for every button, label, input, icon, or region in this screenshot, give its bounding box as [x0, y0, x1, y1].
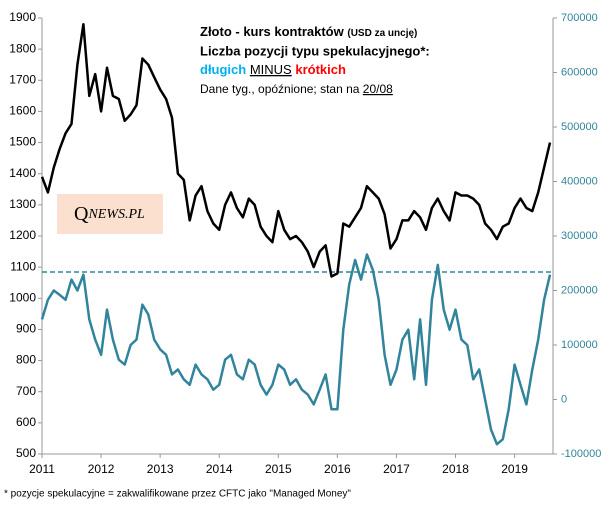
title: Złoto - kurs kontraktów (USD za uncję): [200, 24, 417, 39]
y2-tick-label: 400000: [561, 175, 598, 187]
y-tick-label: 1200: [9, 228, 36, 242]
y2-tick-label: 600000: [561, 66, 598, 78]
y-tick-label: 700: [16, 384, 36, 398]
y-tick-label: 1500: [9, 135, 36, 149]
series-line: [40, 253, 552, 446]
y-tick-label: 600: [16, 415, 36, 429]
y-tick-label: 900: [16, 322, 36, 336]
y-tick-label: 500: [16, 446, 36, 460]
y2-tick-label: 200000: [561, 284, 598, 296]
y2-tick-label: 500000: [561, 121, 598, 133]
logo: QNEWS.PL: [74, 203, 145, 225]
legend-short: krótkich: [295, 62, 346, 77]
note-text: Dane tyg., opóźnione; stan na: [200, 82, 360, 96]
logo-q: Q: [74, 203, 89, 225]
y2-tick-label: -100000: [561, 448, 601, 460]
legend-long: długich: [200, 62, 246, 77]
y-tick-label: 1300: [9, 197, 36, 211]
x-tick-label: 2011: [29, 462, 55, 476]
y2-tick-label: 0: [561, 393, 567, 405]
x-tick-label: 2012: [88, 462, 115, 476]
x-tick-label: 2013: [147, 462, 174, 476]
logo-box: [57, 194, 163, 234]
y-tick-label: 1400: [9, 166, 36, 180]
x-tick-label: 2017: [383, 462, 410, 476]
y-tick-label: 1700: [9, 72, 36, 86]
note: Dane tyg., opóźnione; stan na 20/08: [200, 82, 393, 96]
footnote: * pozycje spekulacyjne = zakwalifikowane…: [4, 489, 351, 500]
y-tick-label: 1900: [9, 10, 36, 24]
y2-tick-label: 700000: [561, 12, 598, 24]
y-tick-label: 1000: [9, 290, 36, 304]
y-tick-label: 800: [16, 353, 36, 367]
x-tick-label: 2019: [501, 462, 528, 476]
series-line: [40, 22, 552, 278]
note-date: 20/08: [363, 82, 393, 96]
logo-rest: NEWS.PL: [87, 207, 145, 222]
y-tick-label: 1800: [9, 41, 36, 55]
x-tick-label: 2018: [442, 462, 469, 476]
legend-line: długich MINUS krótkich: [200, 62, 346, 77]
y2-tick-label: 100000: [561, 339, 598, 351]
title-text: Złoto - kurs kontraktów: [200, 24, 345, 39]
y2-tick-label: 300000: [561, 230, 598, 242]
x-tick-label: 2016: [324, 462, 351, 476]
legend-minus: MINUS: [250, 62, 292, 77]
subtitle: Liczba pozycji typu spekulacyjnego*:: [200, 43, 430, 58]
y-tick-label: 1600: [9, 104, 36, 118]
title-unit: (USD za uncję): [347, 28, 417, 39]
x-tick-label: 2015: [265, 462, 292, 476]
x-tick-label: 2014: [206, 462, 233, 476]
y-tick-label: 1100: [10, 259, 36, 273]
